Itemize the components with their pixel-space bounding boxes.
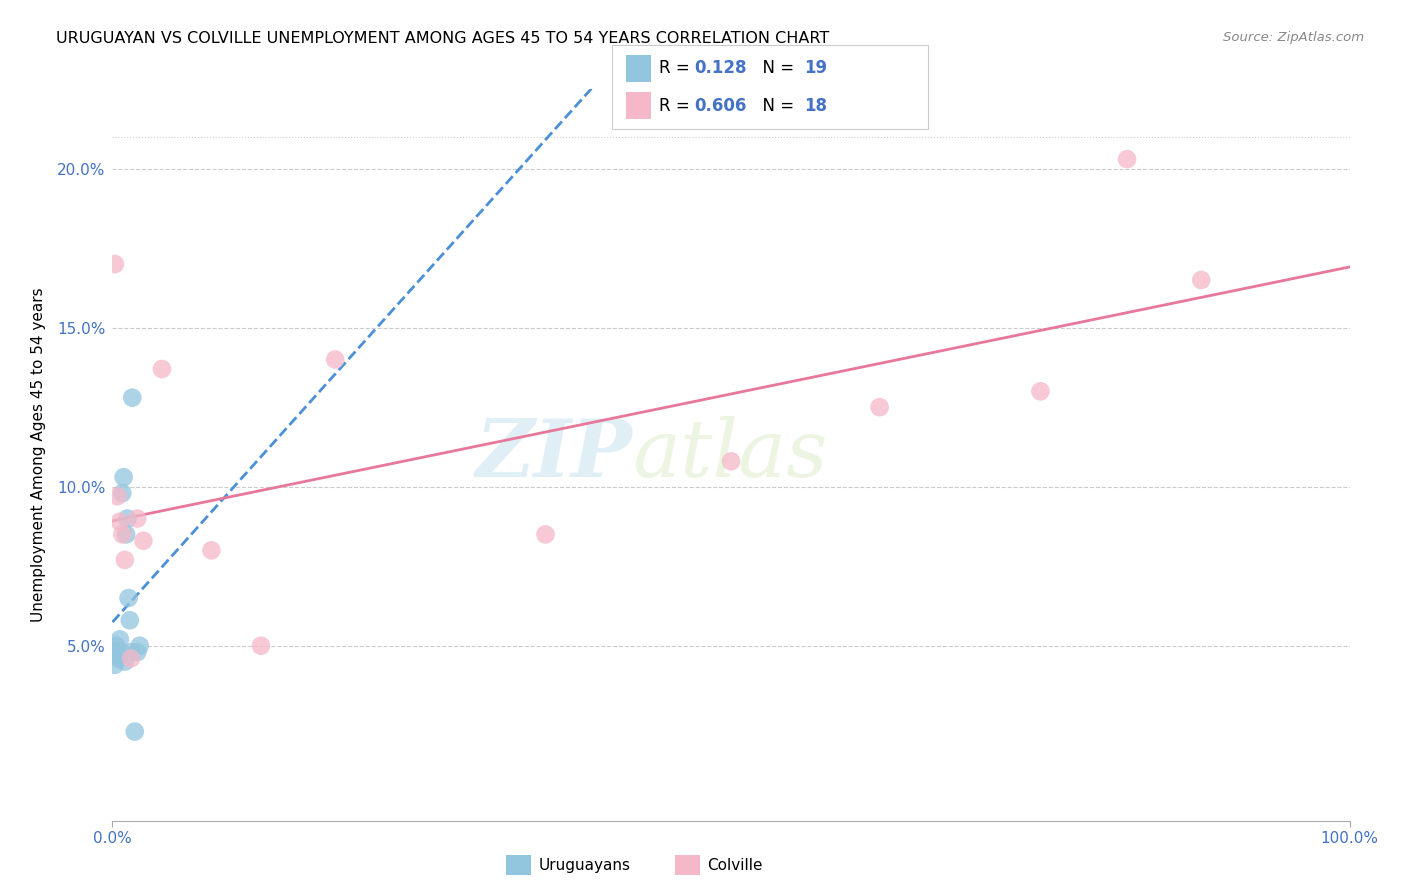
Text: R =: R =: [659, 96, 696, 114]
Point: [104, 657, 127, 672]
Point: [111, 486, 134, 500]
Text: 19: 19: [804, 60, 827, 78]
Text: URUGUAYAN VS COLVILLE UNEMPLOYMENT AMONG AGES 45 TO 54 YEARS CORRELATION CHART: URUGUAYAN VS COLVILLE UNEMPLOYMENT AMONG…: [56, 31, 830, 46]
Point: [105, 639, 128, 653]
Text: Uruguayans: Uruguayans: [538, 858, 630, 872]
Point: [127, 645, 149, 659]
Text: ZIP: ZIP: [475, 417, 633, 493]
Point: [120, 651, 142, 665]
Text: atlas: atlas: [633, 417, 828, 493]
Point: [120, 645, 142, 659]
Point: [534, 527, 557, 541]
Text: 0.606: 0.606: [695, 96, 747, 114]
Point: [108, 515, 131, 529]
Text: Colville: Colville: [707, 858, 762, 872]
Point: [128, 639, 150, 653]
Point: [127, 511, 149, 525]
Text: 18: 18: [804, 96, 827, 114]
Text: Source: ZipAtlas.com: Source: ZipAtlas.com: [1223, 31, 1364, 45]
Point: [115, 527, 138, 541]
Point: [112, 470, 135, 484]
Point: [250, 639, 273, 653]
Point: [114, 553, 136, 567]
Point: [104, 257, 127, 271]
Text: N =: N =: [752, 96, 800, 114]
Point: [132, 533, 155, 548]
Point: [111, 527, 134, 541]
Point: [107, 489, 129, 503]
Text: R =: R =: [659, 60, 696, 78]
Point: [150, 362, 173, 376]
Point: [108, 632, 131, 647]
Y-axis label: Unemployment Among Ages 45 to 54 years: Unemployment Among Ages 45 to 54 years: [31, 287, 46, 623]
Point: [1029, 384, 1052, 399]
Point: [121, 391, 143, 405]
Point: [323, 352, 346, 367]
Point: [124, 724, 146, 739]
Point: [107, 648, 129, 663]
Point: [117, 591, 139, 605]
Point: [869, 401, 891, 415]
Point: [103, 645, 125, 659]
Point: [118, 613, 141, 627]
Point: [1116, 152, 1139, 166]
Point: [107, 651, 129, 665]
Point: [114, 655, 136, 669]
Point: [720, 454, 742, 468]
Point: [1189, 273, 1212, 287]
Text: 0.128: 0.128: [695, 60, 747, 78]
Point: [110, 645, 132, 659]
Point: [200, 543, 222, 558]
Point: [117, 511, 139, 525]
Text: N =: N =: [752, 60, 800, 78]
